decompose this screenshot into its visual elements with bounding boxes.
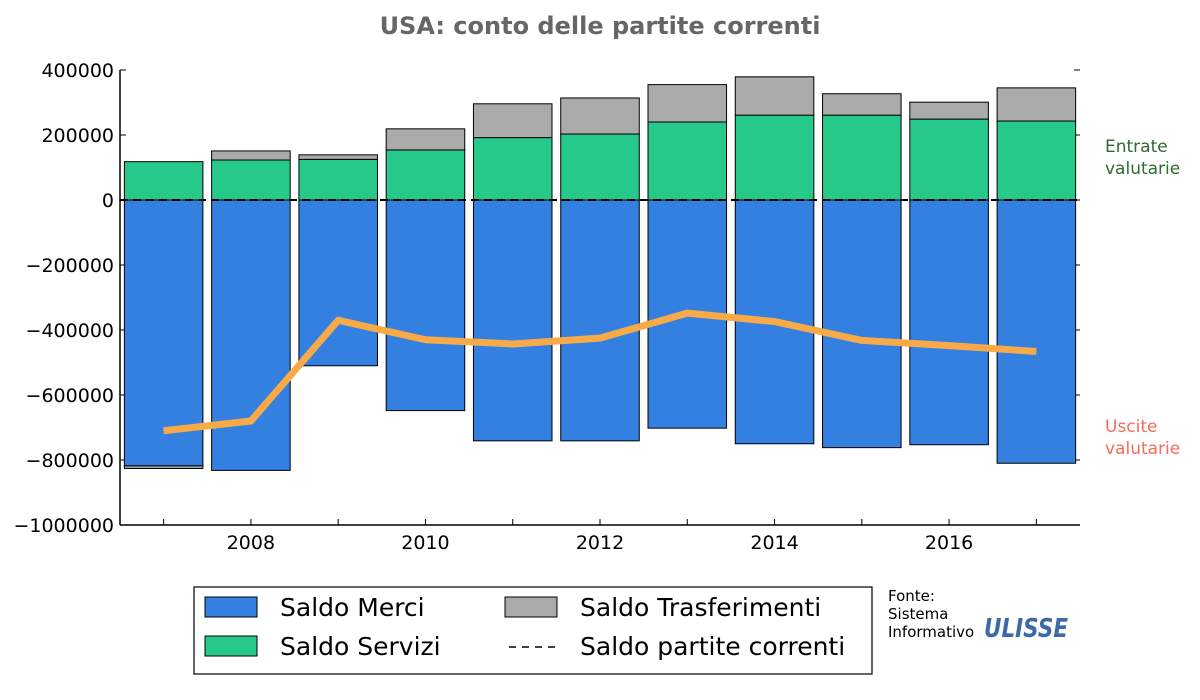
- x-tick-label: 2012: [576, 532, 624, 554]
- line-point: [948, 345, 950, 347]
- bar-saldo-servizi: [211, 159, 291, 201]
- bar-saldo-merci: [909, 199, 989, 446]
- axes: [119, 70, 1080, 526]
- y-tick-label: −1000000: [13, 515, 114, 537]
- bar-saldo-trasferimenti: [472, 103, 553, 139]
- legend-label: Saldo Servizi: [280, 632, 441, 661]
- line-point: [163, 430, 165, 432]
- x-tick-label: 2008: [227, 532, 275, 554]
- bar-saldo-merci: [822, 199, 902, 449]
- bar-saldo-merci: [211, 199, 291, 471]
- x-tick-label: 2010: [401, 532, 449, 554]
- y-tick-label: 0: [102, 190, 114, 212]
- bar-saldo-merci: [472, 199, 553, 442]
- bar-saldo-merci: [560, 199, 640, 442]
- bar-saldo-servizi: [560, 133, 640, 201]
- legend-label: Saldo Merci: [280, 593, 425, 622]
- bar-saldo-merci: [123, 199, 204, 467]
- bar-saldo-servizi: [822, 114, 902, 201]
- bar-saldo-trasferimenti: [734, 76, 815, 116]
- line-point: [599, 337, 601, 339]
- line-point: [686, 312, 688, 314]
- bar-saldo-trasferimenti: [647, 84, 728, 123]
- line-point: [861, 339, 863, 341]
- chart-title: USA: conto delle partite correnti: [380, 12, 821, 40]
- source-note: Fonte: Sistema Informativo ULISSE: [888, 587, 1068, 644]
- legend-label: Saldo Trasferimenti: [580, 593, 821, 622]
- y-tick-label: 400000: [41, 60, 114, 82]
- y-axis-ticks: 400000 200000 0 −200000 −400000 −600000 −80000…: [13, 60, 1080, 537]
- bar-saldo-trasferimenti: [298, 154, 378, 160]
- bar-saldo-servizi: [734, 114, 815, 201]
- y-tick-label: −200000: [26, 255, 114, 277]
- bar-saldo-trasferimenti: [211, 150, 291, 161]
- bar-saldo-servizi: [647, 121, 728, 201]
- bar-saldo-servizi: [472, 137, 553, 201]
- bar-saldo-trasferimenti: [996, 87, 1077, 122]
- bar-saldo-servizi: [996, 120, 1077, 201]
- legend: Saldo Merci Saldo Trasferimenti Saldo Serv…: [193, 586, 873, 675]
- bar-saldo-servizi: [909, 118, 989, 201]
- bar-saldo-trasferimenti: [385, 128, 466, 151]
- ulisse-logo: ULISSE: [984, 614, 1068, 644]
- bar-saldo-trasferimenti: [909, 101, 989, 120]
- legend-swatch: [204, 596, 258, 618]
- y-tick-label: 200000: [41, 125, 114, 147]
- bar-saldo-merci: [385, 199, 466, 412]
- bar-saldo-merci: [996, 199, 1077, 464]
- legend-swatch: [204, 635, 258, 657]
- line-point: [774, 321, 776, 323]
- source-line-3: Informativo: [888, 623, 974, 641]
- legend-label: Saldo partite correnti: [580, 632, 845, 661]
- legend-swatch: [504, 596, 558, 618]
- line-point: [1035, 350, 1037, 352]
- line-series: [163, 309, 1037, 435]
- bar-saldo-trasferimenti: [560, 97, 640, 135]
- line-point: [250, 420, 252, 422]
- bar-saldo-merci: [298, 199, 378, 367]
- source-line-1: Fonte:: [888, 587, 935, 605]
- x-tick-label: 2014: [750, 532, 798, 554]
- side-label-top: Entrate valutarie: [1105, 137, 1180, 179]
- line-point: [337, 319, 339, 321]
- line-point: [424, 339, 426, 341]
- bar-saldo-servizi: [298, 158, 378, 201]
- bar-saldo-servizi: [385, 149, 466, 201]
- bar-saldo-trasferimenti: [123, 465, 204, 469]
- line-point: [512, 343, 514, 345]
- bars: [123, 76, 1077, 471]
- bar-saldo-trasferimenti: [822, 93, 902, 116]
- source-line-2: Sistema: [888, 605, 948, 623]
- x-axis-ticks: 2008 2010 2012 2014 2016: [163, 519, 1037, 554]
- bar-saldo-servizi: [123, 161, 204, 201]
- y-tick-label: −400000: [26, 320, 114, 342]
- y-tick-label: −600000: [26, 385, 114, 407]
- y-tick-label: −800000: [26, 450, 114, 472]
- x-tick-label: 2016: [925, 532, 973, 554]
- side-label-bottom: Uscite valutarie: [1105, 417, 1180, 459]
